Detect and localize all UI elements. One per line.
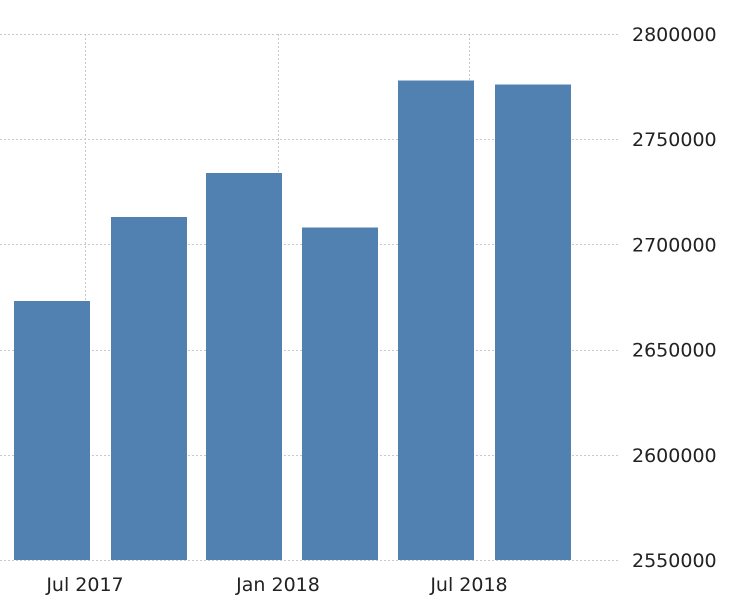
y-tick-label-5: 2800000 <box>632 24 717 46</box>
x-tick-label-2: Jul 2018 <box>429 574 507 596</box>
x-tick-label-0: Jul 2017 <box>45 574 123 596</box>
y-tick-label-1: 2600000 <box>632 445 717 467</box>
y-tick-label-0: 2550000 <box>632 550 717 572</box>
y-tick-label-3: 2700000 <box>632 234 717 256</box>
bar-2 <box>206 172 282 560</box>
bar-1 <box>111 217 187 560</box>
x-axis-tick-labels: Jul 2017 Jan 2018 Jul 2018 <box>45 574 507 596</box>
y-axis-tick-labels: 2550000 2600000 2650000 2700000 2750000 28000… <box>632 24 717 572</box>
bar-3 <box>302 227 378 560</box>
bar-4 <box>398 80 474 561</box>
bar-5 <box>495 84 571 560</box>
x-tick-label-1: Jan 2018 <box>235 574 320 596</box>
bar-series <box>14 80 571 561</box>
y-tick-label-2: 2650000 <box>632 340 717 362</box>
bar-0 <box>14 301 90 560</box>
y-tick-label-4: 2750000 <box>632 129 717 151</box>
